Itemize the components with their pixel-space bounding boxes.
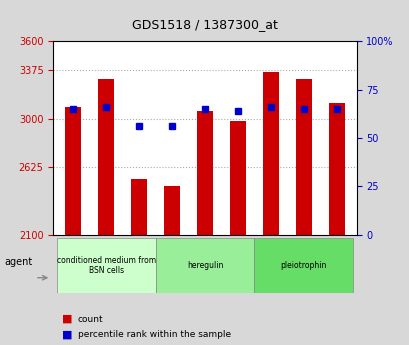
- Bar: [229, 121, 246, 235]
- Text: pleiotrophin: pleiotrophin: [280, 261, 326, 270]
- FancyBboxPatch shape: [155, 238, 254, 293]
- Text: agent: agent: [4, 257, 32, 267]
- FancyBboxPatch shape: [56, 238, 155, 293]
- Bar: [163, 186, 180, 235]
- Text: conditioned medium from
BSN cells: conditioned medium from BSN cells: [56, 256, 155, 275]
- Text: count: count: [78, 315, 103, 324]
- FancyBboxPatch shape: [254, 238, 353, 293]
- Bar: [130, 179, 147, 235]
- Bar: [196, 111, 213, 235]
- Bar: [295, 79, 311, 235]
- Bar: [328, 103, 344, 235]
- Text: GDS1518 / 1387300_at: GDS1518 / 1387300_at: [132, 18, 277, 31]
- Bar: [262, 72, 279, 235]
- Text: ■: ■: [61, 314, 72, 324]
- Text: percentile rank within the sample: percentile rank within the sample: [78, 330, 230, 339]
- Text: heregulin: heregulin: [187, 261, 222, 270]
- Text: ■: ■: [61, 330, 72, 339]
- Bar: [65, 107, 81, 235]
- Bar: [98, 79, 114, 235]
